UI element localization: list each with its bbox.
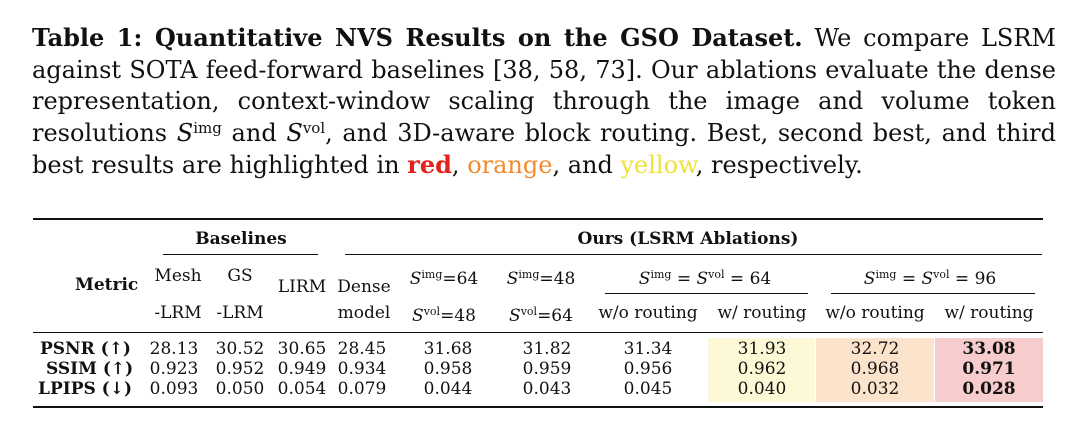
table-cell: 0.050: [215, 379, 265, 399]
table-cell: 0.040: [737, 379, 787, 399]
caption-text-1: We compare LSRM against SOTA feed-forwar…: [32, 24, 1057, 147]
caption-text-2: , and 3D-aware block routing. Best, seco…: [32, 118, 1057, 180]
header-mesh-1: Mesh: [154, 266, 202, 286]
table-cell-best: 0.028: [962, 379, 1016, 399]
table-cell: 0.045: [623, 379, 673, 399]
caption-title: Table 1: Quantitative NVS Results on the…: [32, 23, 803, 52]
header-mesh-2: -LRM: [154, 303, 202, 323]
table-cell: 0.959: [522, 359, 572, 379]
table-cell: 31.68: [423, 339, 473, 359]
group96-cmidrule: [831, 293, 1035, 294]
caption-and: and: [221, 118, 287, 147]
superscript-vol: vol: [302, 118, 326, 137]
header-w-routing-96: w/ routing: [944, 303, 1034, 323]
header-gs-1: GS: [227, 266, 253, 286]
header-lirm: LIRM: [277, 277, 327, 297]
table-cell: 0.956: [623, 359, 673, 379]
table-cell: 0.958: [423, 359, 473, 379]
header-col-a-1: Simg=64: [409, 268, 479, 289]
table-cell: 28.45: [337, 339, 387, 359]
table-cell: 0.949: [277, 359, 327, 379]
table-cell: 0.032: [850, 379, 900, 399]
bottom-rule: [33, 406, 1043, 408]
header-w-routing-64: w/ routing: [717, 303, 807, 323]
table-cell: 0.934: [337, 359, 387, 379]
header-dense-2: model: [337, 303, 391, 323]
table-cell-best: 0.971: [962, 359, 1016, 379]
header-dense-1: Dense: [337, 277, 391, 297]
caption-sep-2: , and: [552, 151, 621, 179]
second-best-bg: [816, 338, 934, 402]
legend-orange-word: orange: [467, 151, 553, 179]
table-cell: 31.34: [623, 339, 673, 359]
table-cell-best: 33.08: [962, 339, 1016, 359]
row-lpips-label: LPIPS (↓): [38, 379, 132, 399]
third-best-bg: [708, 338, 815, 402]
header-col-b-1: Simg=48: [506, 268, 576, 289]
table-cell: 30.65: [277, 339, 327, 359]
table-caption: Table 1: Quantitative NVS Results on the…: [32, 22, 1056, 182]
superscript-img: img: [193, 118, 222, 137]
top-rule: [33, 218, 1043, 220]
header-ours: Ours (LSRM Ablations): [577, 229, 799, 249]
table-cell: 0.952: [215, 359, 265, 379]
best-bg: [935, 338, 1043, 402]
caption-text-3: , respectively.: [695, 151, 863, 179]
header-baselines: Baselines: [195, 229, 287, 249]
caption-sep-1: ,: [451, 151, 468, 179]
legend-red-word: red: [407, 150, 452, 179]
table-cell: 0.043: [522, 379, 572, 399]
ours-cmidrule: [345, 254, 1042, 255]
symbol-s-img: S: [176, 118, 194, 147]
symbol-s-vol: S: [286, 118, 303, 147]
table-cell: 32.72: [850, 339, 900, 359]
table-cell: 30.52: [215, 339, 265, 359]
table-cell: 0.044: [423, 379, 473, 399]
header-col-b-2: Svol=64: [509, 305, 573, 326]
table-cell: 28.13: [149, 339, 199, 359]
header-wo-routing-96: w/o routing: [825, 303, 925, 323]
header-gs-2: -LRM: [216, 303, 264, 323]
header-metric: Metric: [75, 275, 139, 295]
table-cell: 0.923: [149, 359, 199, 379]
legend-yellow-word: yellow: [620, 151, 696, 179]
table-cell: 0.962: [737, 359, 787, 379]
mid-rule: [33, 332, 1043, 333]
row-psnr-label: PSNR (↑): [40, 339, 131, 359]
table-cell: 31.93: [737, 339, 787, 359]
header-col-a-2: Svol=48: [412, 305, 476, 326]
header-group-96: Simg = Svol = 96: [863, 268, 997, 289]
group64-cmidrule: [605, 293, 808, 294]
table-cell: 0.054: [277, 379, 327, 399]
table-cell: 0.093: [149, 379, 199, 399]
header-group-64: Simg = Svol = 64: [638, 268, 772, 289]
table-cell: 0.079: [337, 379, 387, 399]
row-ssim-label: SSIM (↑): [46, 359, 134, 379]
header-wo-routing-64: w/o routing: [598, 303, 698, 323]
baselines-cmidrule: [163, 254, 318, 255]
table-cell: 0.968: [850, 359, 900, 379]
table-cell: 31.82: [522, 339, 572, 359]
